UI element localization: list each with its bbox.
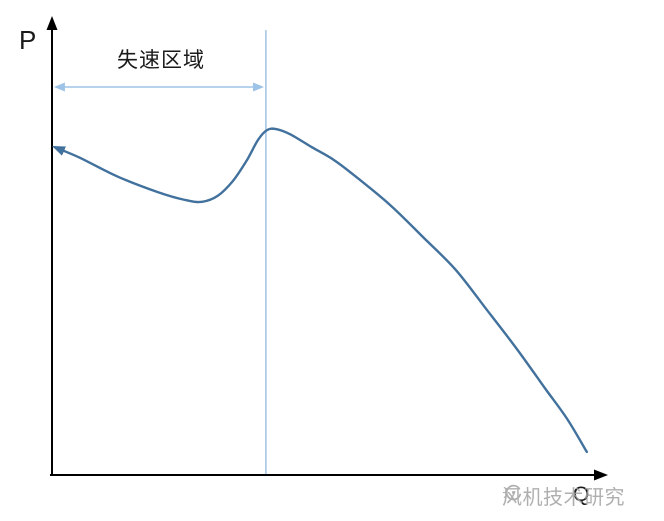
watermark-text: 风机技术研究: [502, 487, 625, 509]
x-axis-label: Q: [573, 483, 590, 506]
stall-region-label: 失速区域: [117, 49, 205, 72]
y-axis-label: P: [19, 25, 37, 55]
watermark: 风机技术研究: [502, 481, 625, 510]
fan-logo-icon: [502, 484, 522, 501]
pq-curve: [52, 127, 588, 454]
